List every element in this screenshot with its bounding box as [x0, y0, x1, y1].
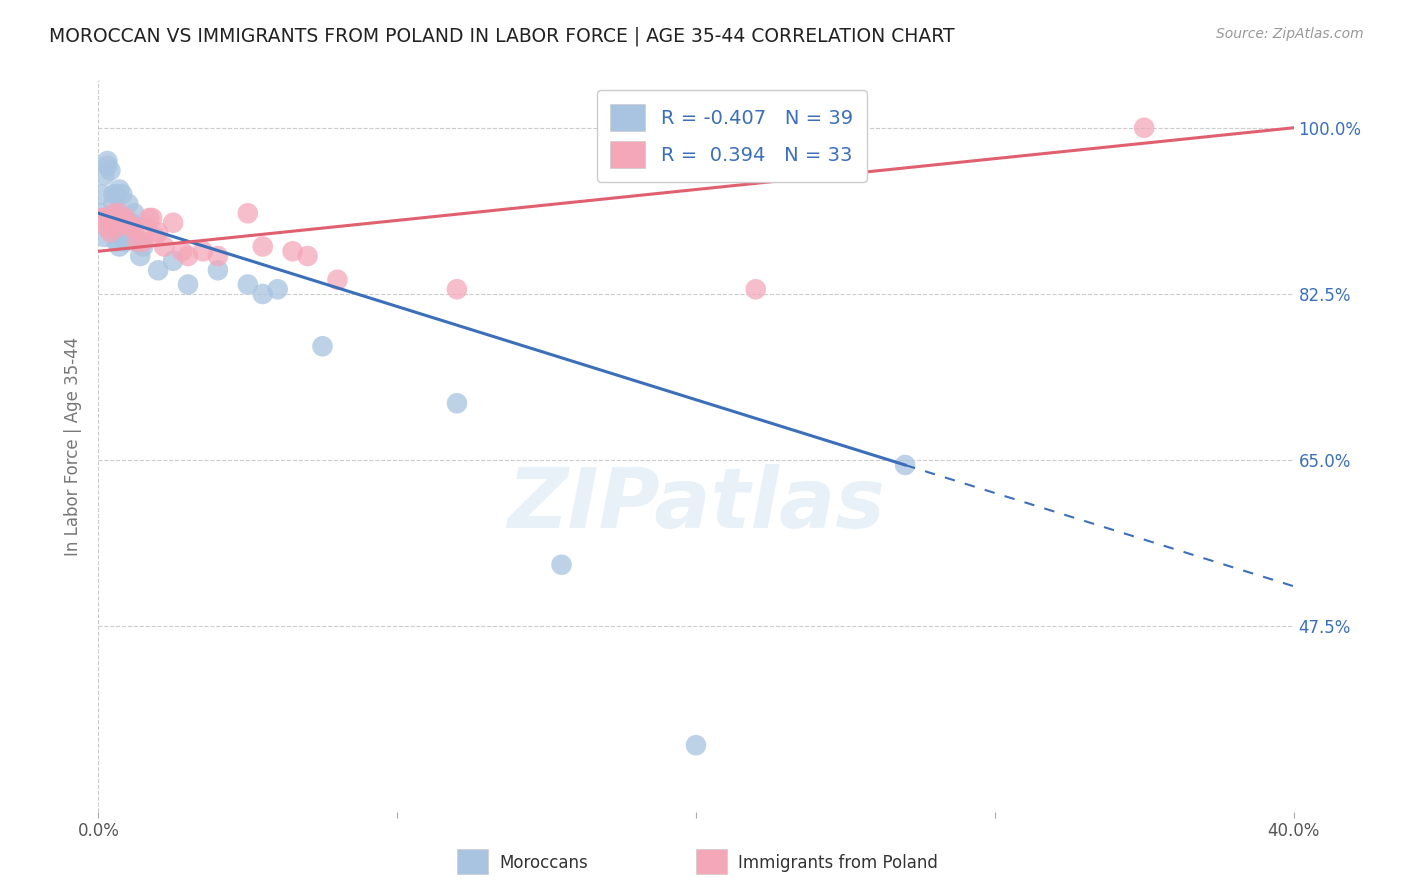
Point: [129, 249, 152, 263]
Text: Immigrants from Poland: Immigrants from Poland: [738, 854, 938, 871]
Point: [90, 211, 112, 225]
Point: [105, 206, 128, 220]
Point: [550, 558, 572, 572]
Point: [114, 211, 136, 225]
Point: [120, 220, 142, 235]
Point: [127, 235, 149, 249]
Text: MOROCCAN VS IMMIGRANTS FROM POLAND IN LABOR FORCE | AGE 35-44 CORRELATION CHART: MOROCCAN VS IMMIGRANTS FROM POLAND IN LA…: [49, 27, 955, 46]
Point: [98, 216, 122, 230]
Point: [105, 187, 128, 202]
Point: [191, 244, 214, 259]
Text: Source: ZipAtlas.com: Source: ZipAtlas.com: [1216, 27, 1364, 41]
Text: Moroccans: Moroccans: [499, 854, 588, 871]
Point: [148, 225, 170, 239]
Point: [685, 738, 707, 752]
Point: [120, 216, 142, 230]
Point: [111, 187, 134, 202]
Point: [96, 220, 118, 235]
Point: [132, 235, 155, 249]
Point: [148, 263, 170, 277]
Point: [297, 249, 319, 263]
Point: [236, 277, 259, 292]
Point: [96, 159, 118, 173]
Point: [103, 211, 125, 225]
Point: [252, 239, 274, 253]
Point: [311, 339, 333, 353]
Point: [153, 239, 176, 253]
Point: [326, 273, 349, 287]
Point: [267, 282, 290, 296]
Point: [135, 220, 157, 235]
Point: [127, 235, 149, 249]
Point: [177, 277, 200, 292]
Point: [96, 154, 118, 169]
Point: [103, 206, 125, 220]
Point: [745, 282, 768, 296]
Point: [207, 249, 229, 263]
Point: [281, 244, 304, 259]
Point: [93, 168, 115, 182]
Point: [103, 187, 125, 202]
Point: [446, 282, 468, 296]
Y-axis label: In Labor Force | Age 35-44: In Labor Force | Age 35-44: [63, 336, 82, 556]
Point: [894, 458, 917, 472]
Point: [172, 244, 194, 259]
Point: [138, 211, 160, 225]
Point: [177, 249, 200, 263]
Point: [236, 206, 259, 220]
Point: [1133, 120, 1156, 135]
Point: [143, 230, 166, 244]
Point: [90, 206, 112, 220]
Point: [124, 220, 146, 235]
Point: [207, 263, 229, 277]
Point: [132, 239, 155, 253]
Point: [124, 206, 146, 220]
Point: [117, 216, 139, 230]
Point: [108, 206, 131, 220]
Point: [141, 211, 163, 225]
Point: [117, 216, 139, 230]
Point: [117, 196, 139, 211]
Point: [98, 163, 122, 178]
Point: [111, 230, 134, 244]
Text: ZIPatlas: ZIPatlas: [508, 464, 884, 545]
Point: [108, 239, 131, 253]
Point: [108, 182, 131, 196]
Point: [105, 220, 128, 235]
Point: [162, 253, 184, 268]
Point: [114, 235, 136, 249]
Point: [105, 235, 128, 249]
Point: [98, 225, 122, 239]
Point: [93, 230, 115, 244]
Legend: R = -0.407   N = 39, R =  0.394   N = 33: R = -0.407 N = 39, R = 0.394 N = 33: [598, 90, 866, 182]
Point: [103, 196, 125, 211]
Point: [111, 216, 134, 230]
Point: [446, 396, 468, 410]
Point: [93, 211, 115, 225]
Point: [162, 216, 184, 230]
Point: [252, 287, 274, 301]
Point: [90, 187, 112, 202]
Point: [114, 216, 136, 230]
